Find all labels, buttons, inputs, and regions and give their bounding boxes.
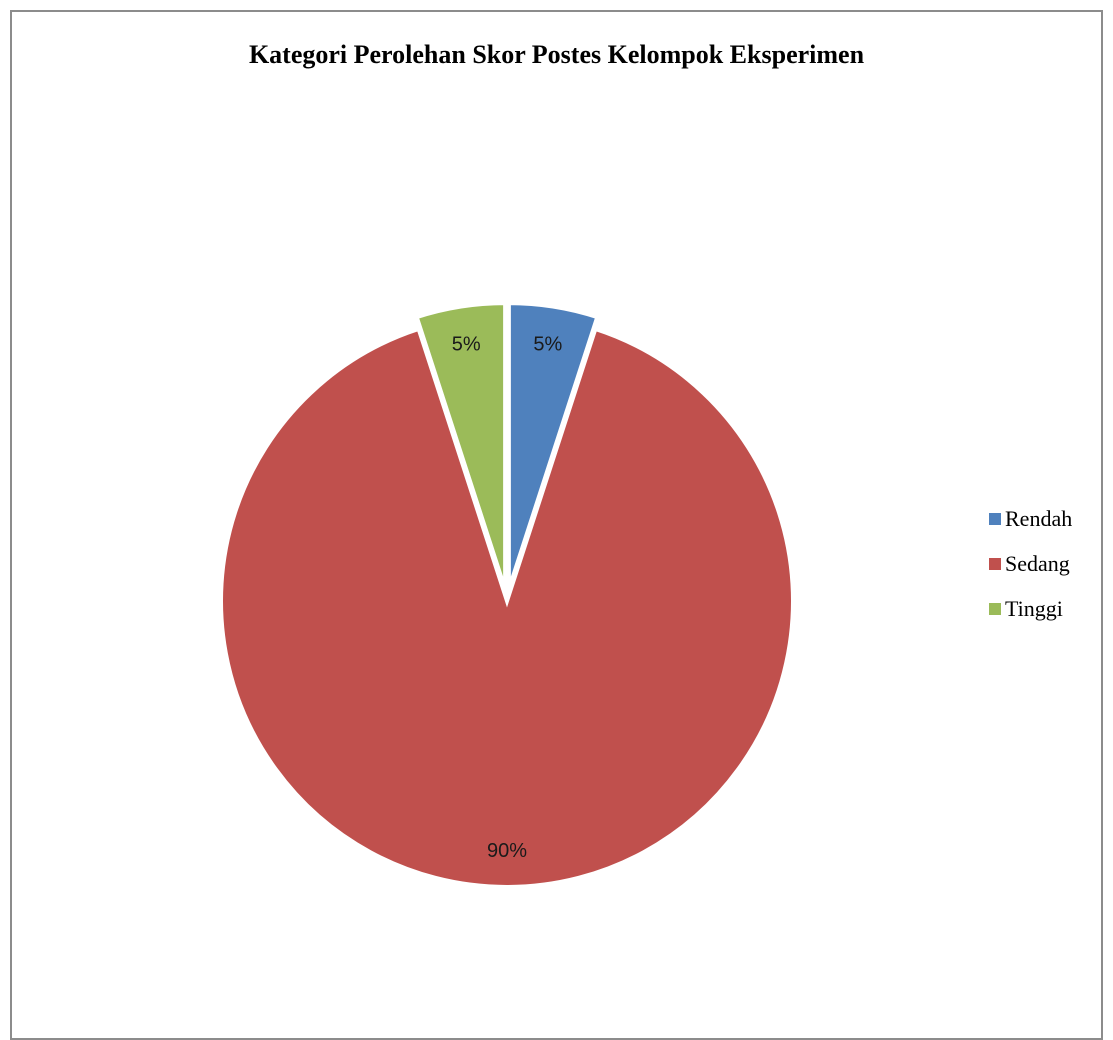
legend-label-rendah: Rendah — [1005, 505, 1073, 531]
legend-label-sedang: Sedang — [1005, 550, 1070, 576]
legend: Rendah Sedang Tinggi — [989, 496, 1072, 631]
legend-item-sedang: Sedang — [989, 541, 1072, 586]
legend-item-tinggi: Tinggi — [989, 586, 1072, 631]
legend-item-rendah: Rendah — [989, 496, 1072, 541]
legend-swatch-sedang — [989, 557, 1001, 570]
pie-slice-rendah — [506, 301, 600, 590]
pie-slice-tinggi — [414, 301, 508, 590]
chart-title: Kategori Perolehan Skor Postes Kelompok … — [248, 40, 865, 69]
data-label-tinggi: 5% — [452, 333, 481, 355]
data-label-sedang: 90% — [487, 840, 527, 862]
legend-label-tinggi: Tinggi — [1005, 595, 1063, 621]
pie-slice-sedang — [219, 326, 795, 889]
legend-swatch-rendah — [989, 512, 1001, 525]
legend-swatch-tinggi — [989, 602, 1001, 615]
data-label-rendah: 5% — [533, 333, 562, 355]
